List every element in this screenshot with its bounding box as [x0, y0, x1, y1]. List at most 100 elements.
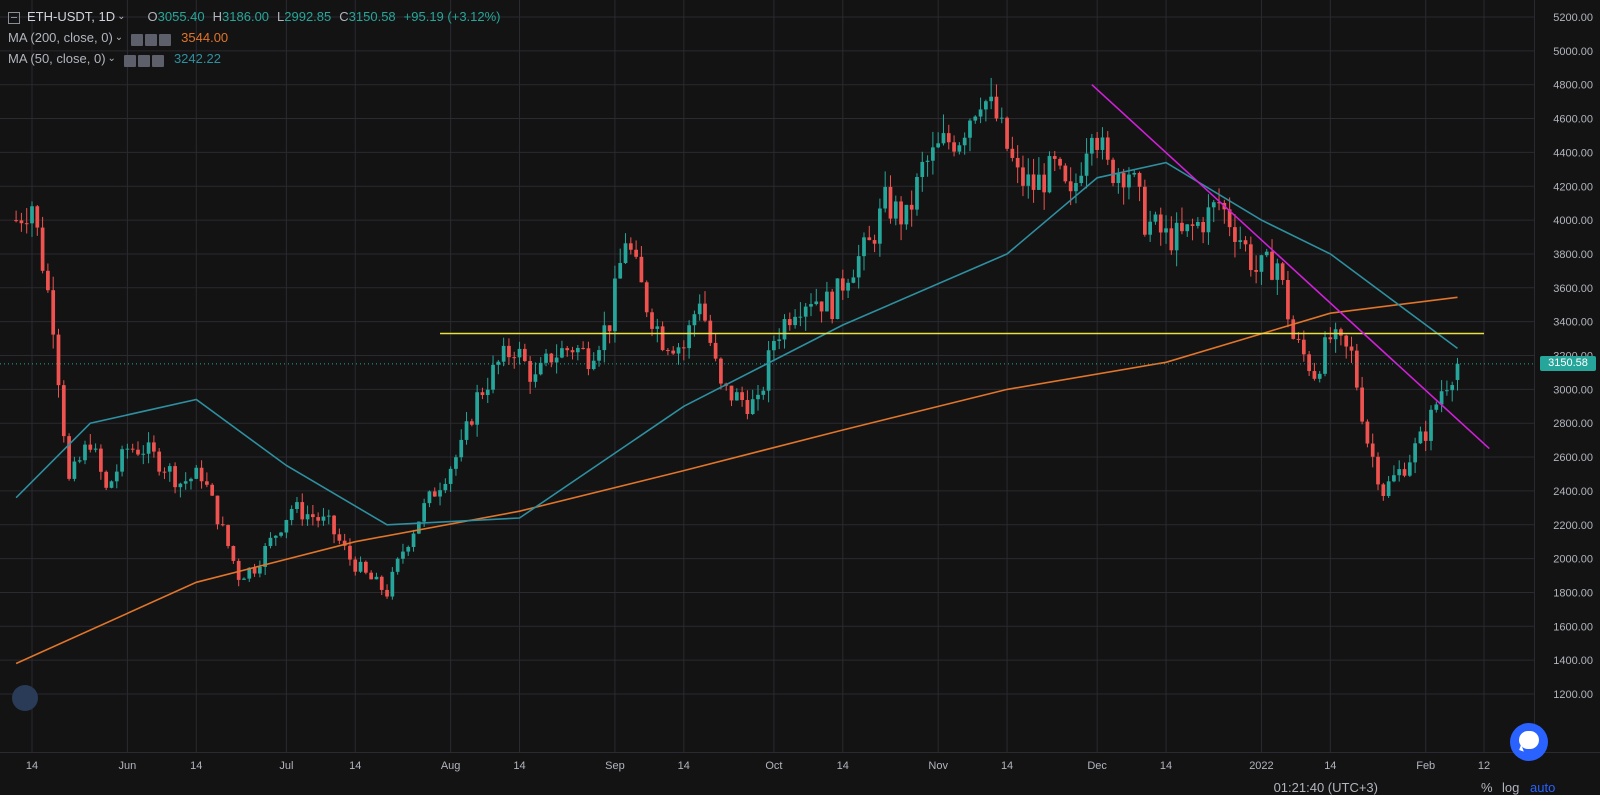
candle-body — [30, 206, 34, 224]
candle-body — [1328, 337, 1333, 340]
y-tick-label: 2400.00 — [1553, 486, 1593, 498]
candle-body — [655, 326, 660, 329]
candle-body — [316, 517, 321, 521]
close-icon[interactable] — [151, 54, 164, 67]
auto-scale-button[interactable]: auto — [1530, 780, 1556, 795]
candle-body — [1291, 319, 1296, 339]
chevron-down-icon[interactable]: ⌄ — [117, 10, 126, 22]
candle-body — [878, 208, 882, 244]
candle-body — [888, 186, 893, 219]
ma200-label[interactable]: MA (200, close, 0) — [8, 29, 113, 45]
chevron-down-icon[interactable]: ⌄ — [114, 31, 124, 43]
x-tick-label: 14 — [513, 760, 525, 772]
x-tick-label: 2022 — [1249, 760, 1273, 772]
candle-body — [512, 357, 517, 359]
candle-body — [109, 481, 114, 488]
candle-body — [586, 348, 591, 370]
candle-body — [575, 347, 580, 353]
candle-body — [634, 249, 638, 257]
y-tick-label: 4400.00 — [1553, 147, 1593, 159]
candle-body — [681, 347, 686, 349]
candle-body — [167, 466, 172, 472]
candle-body — [443, 483, 448, 491]
collapse-icon[interactable] — [8, 11, 20, 24]
candle-body — [952, 142, 956, 152]
candle-body — [1386, 481, 1391, 496]
percent-scale-button[interactable]: % — [1481, 780, 1493, 795]
candle-body — [856, 256, 861, 278]
candle-body — [279, 532, 283, 536]
candle-body — [77, 460, 82, 462]
candle-body — [1296, 338, 1301, 340]
candle-body — [93, 448, 98, 450]
x-tick-label: Aug — [441, 760, 461, 772]
log-scale-button[interactable]: log — [1502, 780, 1520, 795]
candle-body — [1015, 157, 1020, 168]
legend-ma200-row[interactable]: MA (200, close, 0) ⌄ 3544.00 — [8, 27, 509, 48]
legend-ma50-row[interactable]: MA (50, close, 0) ⌄ 3242.22 — [8, 48, 509, 69]
candle-body — [194, 467, 199, 479]
clock-label[interactable]: 01:21:40 (UTC+3) — [1273, 780, 1378, 795]
candle-body — [607, 325, 612, 332]
candle-body — [14, 220, 18, 222]
x-tick-label: 14 — [190, 760, 202, 772]
candle-body — [729, 385, 734, 401]
visibility-icon[interactable] — [123, 54, 136, 67]
candle-body — [1132, 172, 1137, 175]
candle-body — [1089, 137, 1094, 154]
close-icon[interactable] — [159, 33, 172, 46]
settings-icon[interactable] — [145, 33, 158, 46]
candle-body — [226, 525, 230, 547]
candle-body — [1042, 174, 1047, 193]
candle-body — [35, 206, 40, 228]
candle-body — [231, 546, 236, 561]
candle-body — [528, 361, 532, 382]
candle-body — [719, 358, 723, 384]
candle-body — [469, 421, 474, 425]
candle-body — [904, 204, 909, 225]
x-tick-label: 14 — [349, 760, 361, 772]
candle-body — [1439, 391, 1444, 405]
x-tick-label: Nov — [928, 760, 948, 772]
y-tick-label: 1600.00 — [1553, 621, 1593, 633]
candle-body — [56, 334, 61, 386]
candle-body — [199, 467, 204, 482]
candle-body — [1397, 469, 1402, 476]
candle-body — [522, 348, 527, 362]
candle-body — [766, 350, 771, 391]
chevron-down-icon[interactable]: ⌄ — [107, 52, 116, 64]
candle-body — [1349, 346, 1354, 351]
chat-icon[interactable] — [1510, 723, 1548, 761]
candle-body — [178, 483, 183, 488]
y-tick-label: 1800.00 — [1553, 587, 1593, 599]
candle-body — [1423, 431, 1428, 441]
visibility-icon[interactable] — [131, 33, 144, 46]
candle-body — [51, 290, 56, 335]
symbol-label[interactable]: ETH-USDT, 1D — [27, 8, 116, 24]
candle-body — [1137, 172, 1142, 187]
x-tick-label: 14 — [1001, 760, 1013, 772]
y-tick-label: 5200.00 — [1553, 12, 1593, 24]
candle-body — [1100, 137, 1105, 150]
candle-body — [962, 137, 967, 146]
x-tick-label: 14 — [1160, 760, 1172, 772]
candle-body — [1286, 279, 1290, 320]
ma50-label[interactable]: MA (50, close, 0) — [8, 50, 106, 66]
candle-body — [946, 133, 951, 143]
candle-body — [205, 481, 209, 485]
y-tick-label: 2800.00 — [1553, 418, 1593, 430]
candle-body — [464, 421, 469, 440]
close-value: 3150.58 — [348, 8, 396, 24]
logo-icon[interactable] — [12, 685, 38, 711]
settings-icon[interactable] — [137, 54, 150, 67]
candle-body — [968, 120, 972, 138]
candle-body — [247, 567, 252, 579]
candle-body — [305, 514, 310, 520]
candle-body — [793, 316, 797, 326]
candle-body — [925, 160, 930, 162]
candle-body — [554, 357, 559, 363]
candle-body — [1429, 409, 1433, 441]
candle-body — [268, 537, 273, 546]
candle-body — [1021, 167, 1025, 186]
